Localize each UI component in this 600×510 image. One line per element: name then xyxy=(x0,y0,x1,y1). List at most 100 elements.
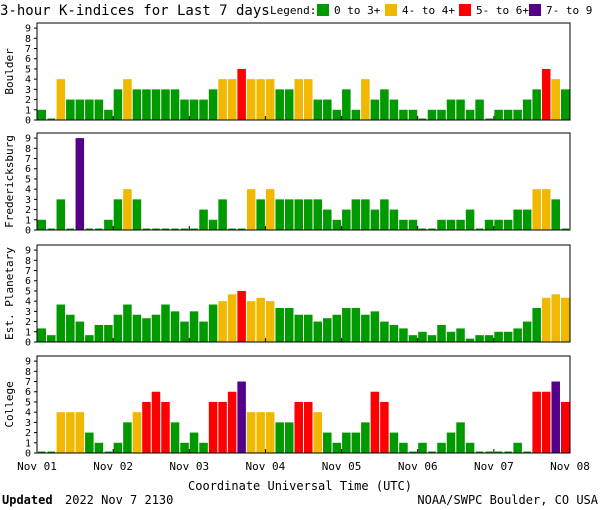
k-bar xyxy=(265,412,275,453)
k-bar xyxy=(313,199,323,230)
k-bar xyxy=(151,89,161,120)
k-bar xyxy=(446,219,456,230)
k-bar xyxy=(294,79,303,120)
k-bar xyxy=(170,422,180,453)
k-bar xyxy=(370,391,380,453)
k-bar xyxy=(380,89,389,120)
k-bar xyxy=(208,219,218,230)
k-bar xyxy=(503,109,513,120)
y-tick-label: 6 xyxy=(25,164,31,175)
y-tick-label: 1 xyxy=(25,105,31,116)
k-bar xyxy=(304,79,313,120)
k-bar xyxy=(237,290,246,342)
k-bar xyxy=(113,89,123,120)
k-bar xyxy=(227,294,237,342)
k-bar xyxy=(284,89,294,120)
k-bar-zero xyxy=(180,228,189,230)
k-bar-zero xyxy=(95,228,103,230)
k-bar xyxy=(246,189,256,230)
y-tick-label: 2 xyxy=(25,205,31,216)
k-bar xyxy=(151,391,161,453)
k-bar xyxy=(418,331,427,342)
y-tick-label: 2 xyxy=(25,95,31,106)
k-bar xyxy=(284,199,294,230)
k-bar-zero xyxy=(47,118,56,120)
y-tick-label: 2 xyxy=(25,317,31,328)
k-bar-zero xyxy=(523,451,531,453)
k-bar xyxy=(275,422,284,453)
k-bar xyxy=(342,209,351,230)
y-tick-label: 7 xyxy=(25,44,31,55)
k-bar xyxy=(513,109,522,120)
legend-swatch-0 xyxy=(317,4,329,16)
k-bar xyxy=(351,109,361,120)
k-bar xyxy=(399,219,408,230)
x-tick-label: Nov 05 xyxy=(322,460,362,473)
k-bar xyxy=(218,79,227,120)
k-bar xyxy=(456,328,465,342)
k-bar xyxy=(551,381,560,453)
k-bar xyxy=(85,335,94,342)
k-bar xyxy=(513,209,522,230)
k-bar xyxy=(180,442,189,453)
k-bar xyxy=(560,297,570,342)
k-bar-zero xyxy=(171,228,179,230)
k-bar xyxy=(418,442,427,453)
k-bar xyxy=(237,68,246,120)
k-bar xyxy=(465,338,475,342)
x-tick-label: Nov 03 xyxy=(169,460,209,473)
k-bar xyxy=(370,99,380,120)
k-bar xyxy=(494,109,503,120)
legend-item-0: 0 to 3+ xyxy=(334,4,381,17)
k-bar xyxy=(560,401,570,453)
k-bar xyxy=(332,109,342,120)
updated-value: 2022 Nov 7 2130 xyxy=(65,493,173,507)
station-label: Est. Planetary xyxy=(3,247,16,340)
k-bar xyxy=(94,99,104,120)
k-bar xyxy=(75,99,85,120)
k-bar xyxy=(256,412,265,453)
y-tick-label: 7 xyxy=(25,154,31,165)
k-bar xyxy=(342,307,351,342)
k-bar xyxy=(465,209,475,230)
k-bar xyxy=(323,209,332,230)
k-bar xyxy=(180,321,189,342)
k-bar-zero xyxy=(485,118,493,120)
k-bar-zero xyxy=(66,228,75,230)
x-axis-label: Coordinate Universal Time (UTC) xyxy=(188,479,412,493)
legend-label: Legend: xyxy=(270,4,316,17)
panels: 0123456789Boulder0123456789Fredericksbur… xyxy=(3,22,571,460)
k-bar xyxy=(541,391,551,453)
k-bar xyxy=(284,307,294,342)
k-bar xyxy=(208,89,218,120)
k-bar xyxy=(227,391,237,453)
k-bar xyxy=(132,412,142,453)
k-bar xyxy=(522,99,532,120)
k-bar xyxy=(313,412,323,453)
k-bar xyxy=(380,401,389,453)
k-bar xyxy=(304,401,313,453)
k-bar xyxy=(104,324,113,342)
k-bar xyxy=(475,335,484,342)
panel-frame xyxy=(36,355,571,454)
k-bar xyxy=(199,209,208,230)
y-tick-label: 5 xyxy=(25,286,31,297)
k-bar xyxy=(123,422,132,453)
k-bar xyxy=(332,219,342,230)
k-bar xyxy=(551,294,560,342)
k-bar xyxy=(427,109,437,120)
k-bar xyxy=(446,432,456,453)
k-bar xyxy=(408,335,418,342)
k-bar xyxy=(56,79,66,120)
k-bar xyxy=(75,412,85,453)
k-bar xyxy=(361,79,370,120)
k-bar xyxy=(218,301,227,342)
k-bar xyxy=(551,79,560,120)
k-bar xyxy=(275,199,284,230)
k-bar xyxy=(380,321,389,342)
k-bar xyxy=(323,318,332,342)
k-bar xyxy=(256,79,265,120)
